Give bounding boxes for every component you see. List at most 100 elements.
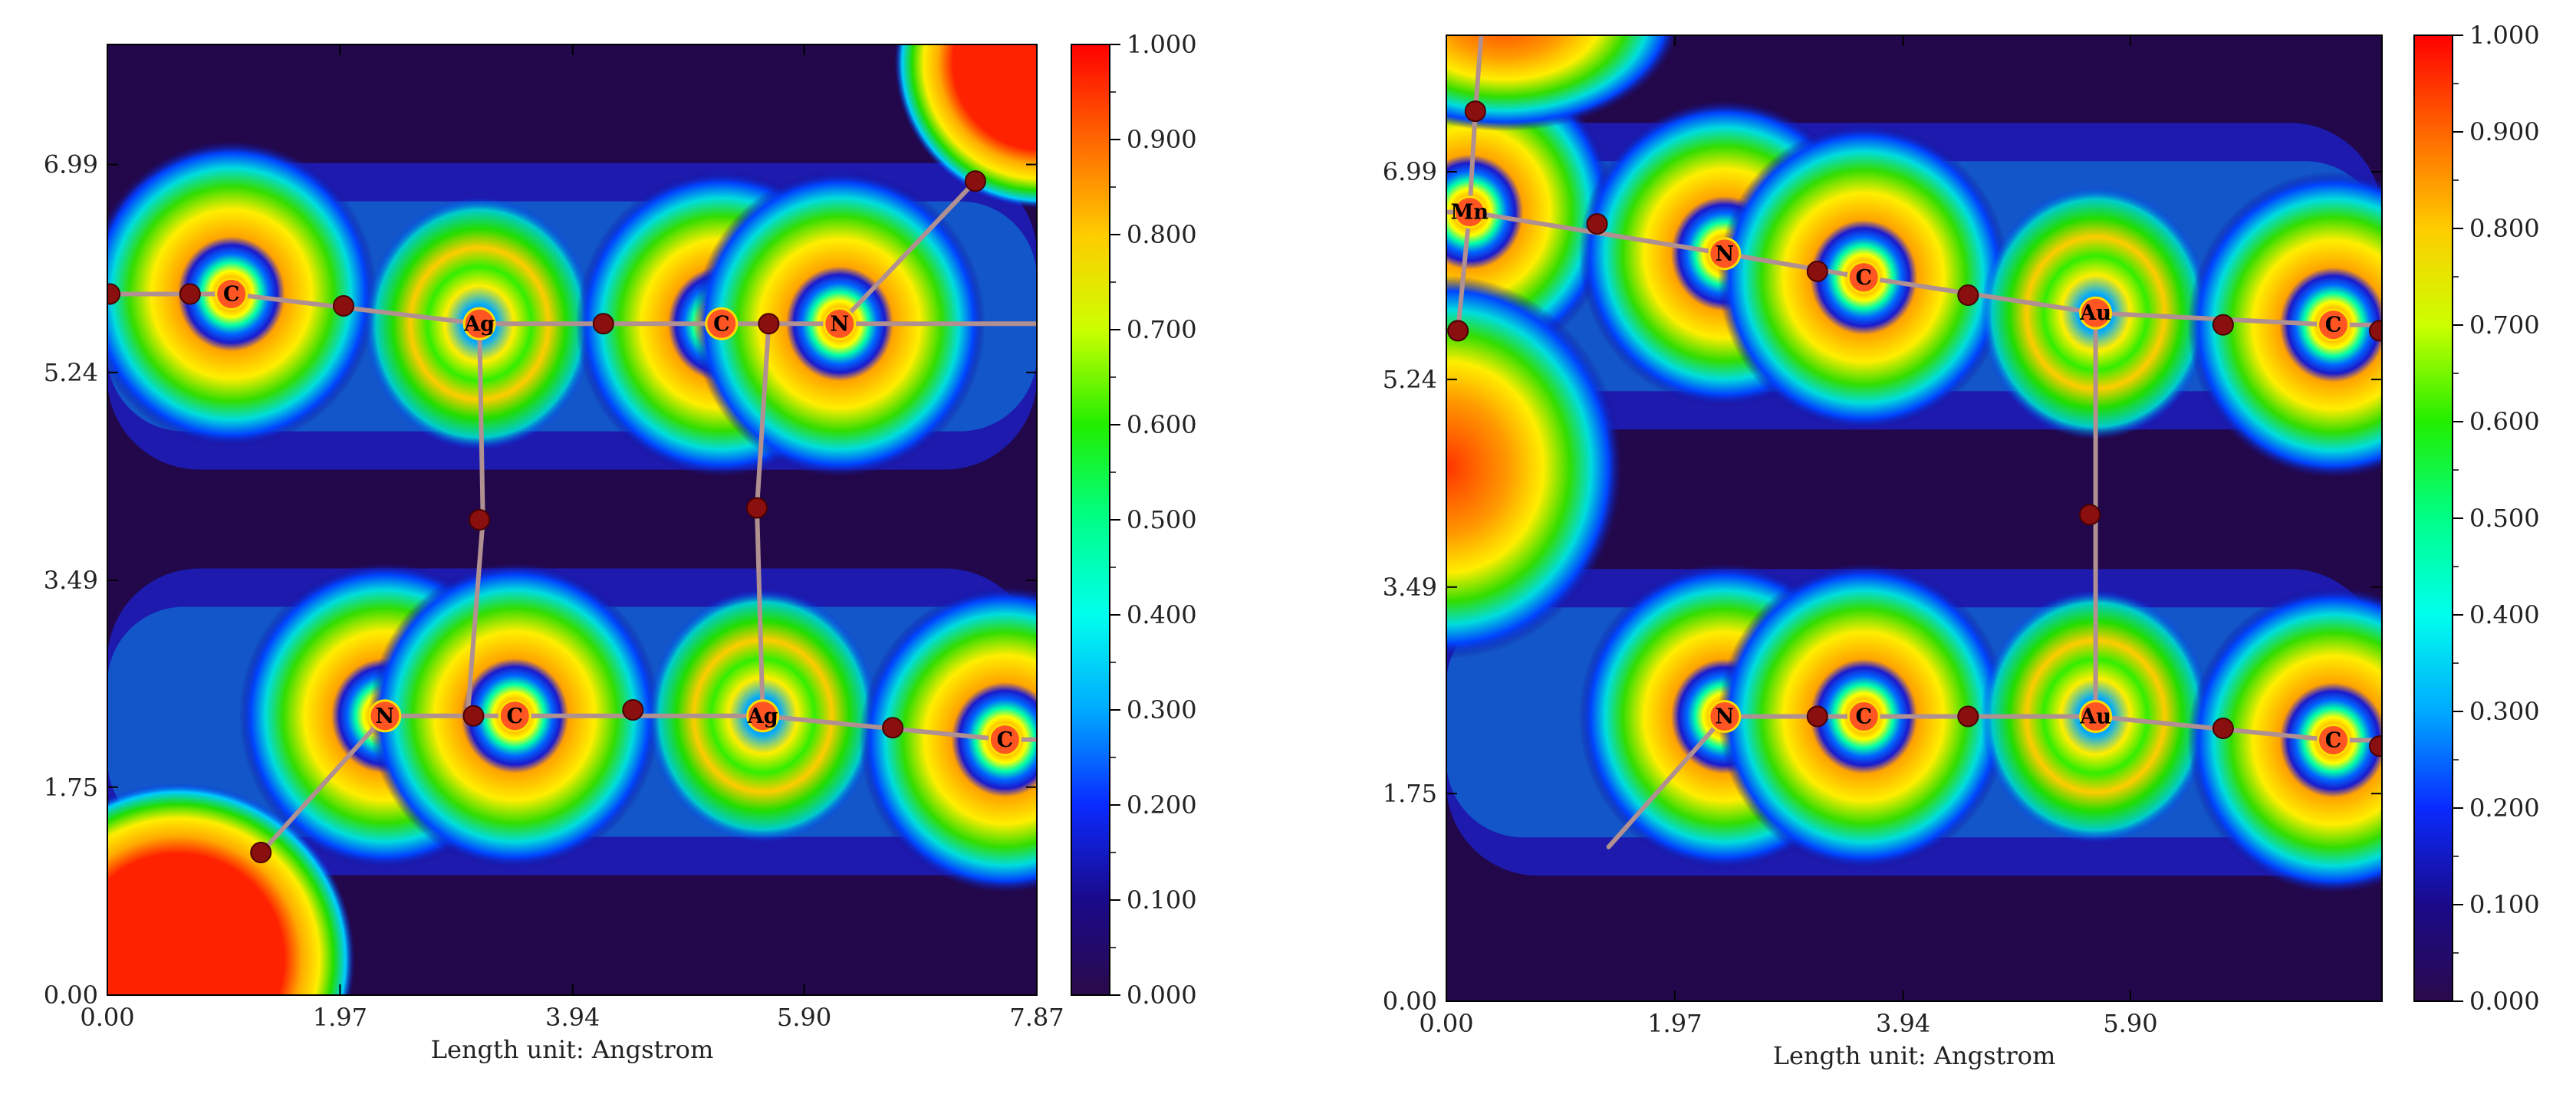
y-tick-label: 0.00 bbox=[44, 981, 98, 1010]
colorbar-tick-label: 1.000 bbox=[1127, 30, 1197, 59]
y-tick-label: 0.00 bbox=[1383, 987, 1437, 1016]
atom-label: C bbox=[2325, 314, 2342, 337]
atom-marker bbox=[823, 307, 857, 340]
atom-label: C bbox=[1855, 266, 1872, 290]
colorbar-tick-label: 0.300 bbox=[2469, 697, 2540, 726]
atom-label: Au bbox=[2079, 301, 2111, 325]
colorbar-tick-label: 0.600 bbox=[1127, 410, 1197, 439]
x-tick-label: 0.00 bbox=[1419, 1009, 1473, 1038]
x-tick-label: 5.90 bbox=[777, 1003, 831, 1032]
panel-left: C Ag C N N C Ag C 0.00 1.97 3.94 5.90 7.87 0.00 1.75 3.… bbox=[44, 30, 1197, 1064]
colorbar-tick-label: 0.900 bbox=[1127, 125, 1197, 154]
atom-marker bbox=[2317, 723, 2351, 757]
atom-marker bbox=[2317, 308, 2351, 342]
colorbar: 1.000 0.900 0.800 0.700 0.600 0.500 0.400 0.300… bbox=[1071, 30, 1197, 1010]
atom-label: Mn bbox=[1450, 201, 1489, 225]
bond-path-diagonal bbox=[837, 179, 978, 327]
y-tick-label: 5.24 bbox=[44, 358, 98, 387]
bond-critical-point bbox=[1464, 100, 1486, 123]
bond-critical-point bbox=[469, 509, 491, 531]
bond-critical-point bbox=[1586, 213, 1608, 235]
bond-critical-point bbox=[758, 313, 780, 335]
y-tick-label: 1.75 bbox=[1383, 779, 1437, 808]
atom-label: C bbox=[223, 283, 240, 307]
atom-label: Au bbox=[2079, 705, 2111, 729]
bond-critical-point bbox=[882, 717, 904, 739]
bond-critical-point bbox=[622, 699, 644, 721]
bond-critical-points bbox=[107, 170, 986, 863]
y-tick-label: 3.49 bbox=[44, 566, 98, 595]
atom-label: N bbox=[1715, 705, 1734, 729]
bond-critical-point bbox=[1447, 320, 1469, 342]
colorbar-tick-label: 0.700 bbox=[1127, 315, 1197, 344]
x-tick-label: 1.97 bbox=[313, 1003, 367, 1032]
colorbar-tick-label: 0.800 bbox=[2469, 214, 2540, 243]
bond-critical-point bbox=[2368, 320, 2382, 342]
atom-marker bbox=[368, 699, 402, 733]
atom-label: Ag bbox=[463, 312, 495, 336]
colorbar-tick-label: 0.300 bbox=[1127, 695, 1197, 724]
plot-frame bbox=[1446, 34, 2383, 1002]
atom-label: N bbox=[1715, 242, 1734, 266]
bond-critical-point bbox=[179, 283, 201, 305]
colorbar-tick-label: 0.800 bbox=[1127, 220, 1197, 249]
atom-label: N bbox=[376, 705, 395, 728]
bond-critical-point bbox=[1957, 705, 1979, 728]
atom-marker bbox=[2079, 700, 2113, 734]
atom-labels: Mn N C Au C N C Au C bbox=[1450, 195, 2351, 757]
atom-marker bbox=[2079, 296, 2113, 330]
atom-marker bbox=[1452, 195, 1486, 229]
colorbar-tick-label: 0.500 bbox=[1127, 505, 1197, 534]
atom-labels: C Ag C N N C Ag C bbox=[215, 278, 1022, 757]
atom-marker bbox=[1708, 700, 1742, 734]
atom-label: C bbox=[2325, 728, 2342, 752]
x-axis-label: Length unit: Angstrom bbox=[1773, 1041, 2056, 1070]
bond-critical-point bbox=[2368, 735, 2382, 757]
atom-marker bbox=[462, 307, 496, 340]
x-tick-label: 0.00 bbox=[80, 1003, 134, 1032]
bond-critical-point bbox=[250, 842, 272, 863]
bond-critical-point bbox=[2212, 717, 2234, 739]
colorbar-tick-label: 0.400 bbox=[1127, 600, 1197, 629]
bond-critical-point bbox=[333, 295, 355, 317]
panel-right: Mn N C Au C N C Au C 0.00 1.97 3.94 5.90 0.00 1.75 3.49… bbox=[1383, 21, 2540, 1070]
x-tick-label: 3.94 bbox=[545, 1003, 600, 1032]
colorbar-tick-label: 0.700 bbox=[2469, 310, 2540, 340]
bond-critical-points bbox=[1447, 100, 2382, 757]
elf-heatmap bbox=[107, 44, 1037, 995]
y-tick-label: 1.75 bbox=[44, 773, 98, 802]
bond-critical-point bbox=[1806, 705, 1828, 728]
axes: 0.00 1.97 3.94 5.90 7.87 0.00 1.75 3.49 5.24 6.99… bbox=[44, 44, 1064, 1064]
colorbar-tick-label: 0.100 bbox=[1127, 885, 1197, 915]
elf-heatmap bbox=[1446, 35, 2382, 1001]
colorbar-tick-label: 0.200 bbox=[1127, 790, 1197, 820]
colorbar-tick-label: 0.400 bbox=[2469, 600, 2540, 629]
bond-critical-point bbox=[2079, 504, 2101, 526]
colorbar-tick-label: 0.900 bbox=[2469, 117, 2540, 146]
atom-label: N bbox=[830, 312, 849, 336]
bond-path-mn bbox=[1456, 35, 1484, 333]
bond-critical-point bbox=[1957, 284, 1979, 306]
y-tick-label: 6.99 bbox=[44, 150, 98, 179]
atom-marker bbox=[498, 699, 531, 733]
colorbar-tick-label: 0.200 bbox=[2469, 793, 2540, 823]
bond-critical-point bbox=[107, 283, 121, 305]
x-tick-label: 3.94 bbox=[1876, 1009, 1930, 1038]
x-axis-label: Length unit: Angstrom bbox=[431, 1035, 714, 1064]
colorbar-tick-label: 0.500 bbox=[2469, 504, 2540, 533]
bond-critical-point bbox=[746, 497, 768, 519]
colorbar-tick-label: 0.600 bbox=[2469, 407, 2540, 436]
atom-label: C bbox=[507, 705, 524, 728]
bond-critical-point bbox=[462, 705, 485, 727]
atom-label: Ag bbox=[747, 705, 778, 728]
x-tick-label: 7.87 bbox=[1009, 1003, 1064, 1032]
atom-marker bbox=[1847, 261, 1880, 294]
bond-critical-point bbox=[2212, 314, 2234, 336]
x-tick-label: 5.90 bbox=[2103, 1009, 2157, 1038]
atom-marker bbox=[746, 699, 780, 733]
y-tick-label: 3.49 bbox=[1383, 573, 1437, 602]
atom-label: C bbox=[1855, 705, 1872, 729]
bond-critical-point bbox=[964, 170, 986, 192]
atom-marker bbox=[1708, 237, 1742, 271]
